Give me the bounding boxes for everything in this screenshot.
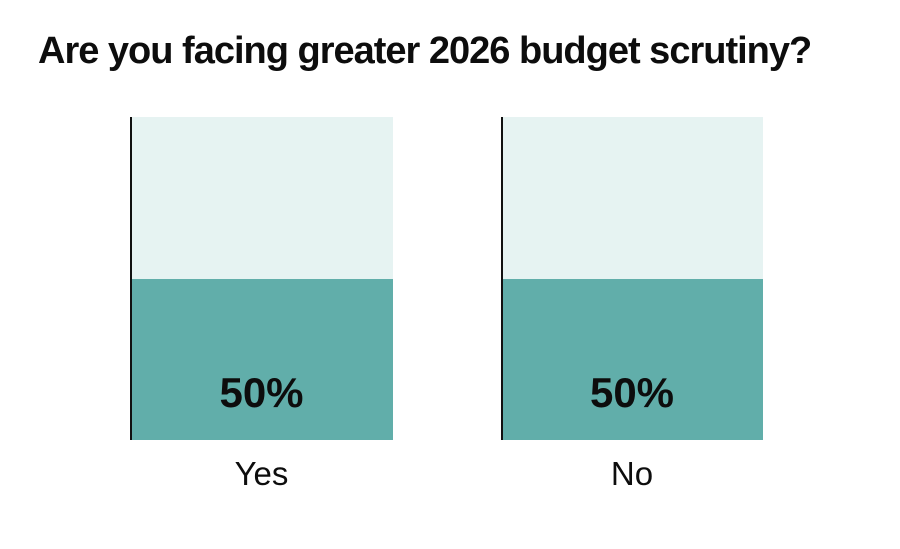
y-axis-line-no bbox=[501, 117, 503, 440]
bar-group-no: 50% No bbox=[501, 117, 763, 490]
bar-value-label-no: 50% bbox=[589, 369, 675, 416]
chart-title: Are you facing greater 2026 budget scrut… bbox=[38, 30, 812, 72]
bar-fill-no: 50% bbox=[501, 278, 763, 440]
y-axis-line-yes bbox=[130, 117, 132, 440]
bar-fill-yes: 50% bbox=[130, 278, 393, 440]
bar-value-label-yes: 50% bbox=[219, 369, 304, 416]
category-label-no: No bbox=[610, 455, 654, 492]
category-label-yes: Yes bbox=[234, 455, 289, 492]
bar-group-yes: 50% Yes bbox=[130, 117, 393, 490]
